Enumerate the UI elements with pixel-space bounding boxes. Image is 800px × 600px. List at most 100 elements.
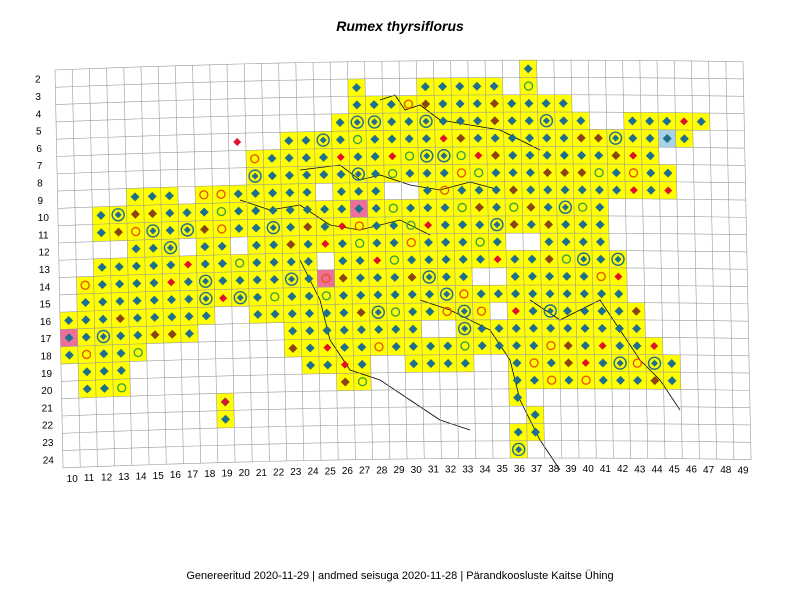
blue-diamond-icon <box>372 221 382 231</box>
blue-diamond-icon <box>612 134 620 142</box>
blue-diamond-icon <box>303 257 313 266</box>
blue-diamond-icon <box>420 82 430 92</box>
blue-diamond-icon <box>288 326 298 336</box>
blue-diamond-icon <box>251 206 261 216</box>
occupied-grid-cell <box>573 198 592 216</box>
blue-diamond-icon <box>562 271 572 281</box>
blue-diamond-icon <box>336 187 346 197</box>
blue-diamond-icon <box>662 134 672 144</box>
blue-diamond-icon <box>508 168 518 178</box>
grid-col-line <box>243 63 253 462</box>
blue-diamond-icon <box>165 225 175 235</box>
occupied-grid-cell <box>592 267 610 286</box>
orange-ring-icon <box>546 375 557 385</box>
green-ring-icon <box>216 206 227 217</box>
blue-diamond-icon <box>595 237 605 247</box>
blue-diamond-icon <box>200 242 210 252</box>
blue-diamond-icon <box>202 295 210 303</box>
blue-diamond-icon <box>408 324 418 334</box>
blue-diamond-icon <box>369 100 379 110</box>
blue-diamond-icon <box>508 150 518 160</box>
double-ring-icon <box>316 133 330 147</box>
double-ring-icon <box>437 149 451 163</box>
red-diamond-icon <box>629 186 638 195</box>
blue-diamond-icon <box>422 117 430 125</box>
blue-diamond-icon <box>319 136 327 144</box>
blue-diamond-icon <box>201 311 211 321</box>
row-label: 22 <box>42 421 54 432</box>
blue-diamond-icon <box>558 98 568 108</box>
blue-diamond-icon <box>667 358 677 368</box>
blue-diamond-icon <box>183 226 191 234</box>
blue-diamond-icon <box>200 259 210 269</box>
blue-diamond-icon <box>116 331 126 341</box>
blue-diamond-icon <box>515 445 523 453</box>
blue-diamond-icon <box>184 294 194 304</box>
blue-diamond-icon <box>490 133 500 143</box>
blue-diamond-icon <box>546 358 556 368</box>
column-label: 38 <box>548 464 560 475</box>
brown-diamond-icon <box>288 343 298 353</box>
occupied-grid-cell <box>348 130 367 149</box>
blue-diamond-icon <box>301 135 311 145</box>
row-label: 16 <box>40 317 52 328</box>
map-footer: Genereeritud 2020-11-29 | andmed seisuga… <box>186 570 614 582</box>
blue-diamond-icon <box>373 273 383 283</box>
double-ring-icon <box>284 272 299 286</box>
brown-diamond-icon <box>150 330 160 340</box>
blue-diamond-icon <box>472 81 482 91</box>
blue-diamond-icon <box>562 306 572 316</box>
column-label: 42 <box>617 464 629 475</box>
blue-diamond-icon <box>525 168 535 178</box>
blue-diamond-icon <box>424 255 434 265</box>
double-ring-icon <box>457 304 471 319</box>
blue-diamond-icon <box>594 150 604 160</box>
grid-col-line <box>157 66 167 465</box>
blue-diamond-icon <box>269 224 277 232</box>
orange-ring-icon <box>354 221 365 231</box>
red-diamond-icon <box>323 343 332 352</box>
blue-diamond-icon <box>115 296 125 306</box>
blue-diamond-icon <box>473 116 483 126</box>
blue-diamond-icon <box>98 297 108 307</box>
blue-diamond-icon <box>81 332 91 342</box>
blue-diamond-icon <box>545 271 555 281</box>
blue-diamond-icon <box>489 81 499 91</box>
blue-diamond-icon <box>507 133 517 143</box>
column-label: 43 <box>634 464 646 475</box>
column-label: 14 <box>135 471 147 482</box>
blue-diamond-icon <box>696 117 706 127</box>
blue-diamond-icon <box>616 359 624 367</box>
column-label: 16 <box>170 470 182 481</box>
green-ring-icon <box>475 237 485 247</box>
column-label: 25 <box>325 466 337 477</box>
blue-diamond-icon <box>542 133 552 143</box>
blue-diamond-icon <box>443 358 453 368</box>
blue-diamond-icon <box>374 325 384 335</box>
row-label: 8 <box>37 178 43 189</box>
column-label: 19 <box>221 469 233 480</box>
blue-diamond-icon <box>357 342 367 352</box>
blue-diamond-icon <box>527 254 537 264</box>
blue-diamond-icon <box>545 289 555 299</box>
red-diamond-icon <box>493 255 502 264</box>
red-diamond-icon <box>680 117 689 126</box>
blue-diamond-icon <box>405 168 415 178</box>
blue-diamond-icon <box>440 152 448 160</box>
orange-ring-icon <box>632 358 643 368</box>
brown-diamond-icon <box>148 209 158 219</box>
orange-ring-icon <box>216 189 226 200</box>
blue-diamond-icon <box>439 168 449 178</box>
blue-diamond-icon <box>269 275 279 285</box>
red-diamond-icon <box>664 186 673 195</box>
orange-ring-icon <box>456 168 467 178</box>
row-label: 24 <box>43 455 55 466</box>
blue-diamond-icon <box>167 295 177 305</box>
column-label: 15 <box>153 471 165 482</box>
double-ring-icon <box>422 270 436 284</box>
orange-ring-icon <box>374 342 384 352</box>
blue-diamond-icon <box>627 116 637 126</box>
blue-diamond-icon <box>455 81 465 91</box>
grid-col-line <box>123 67 133 466</box>
red-diamond-icon <box>338 222 347 231</box>
